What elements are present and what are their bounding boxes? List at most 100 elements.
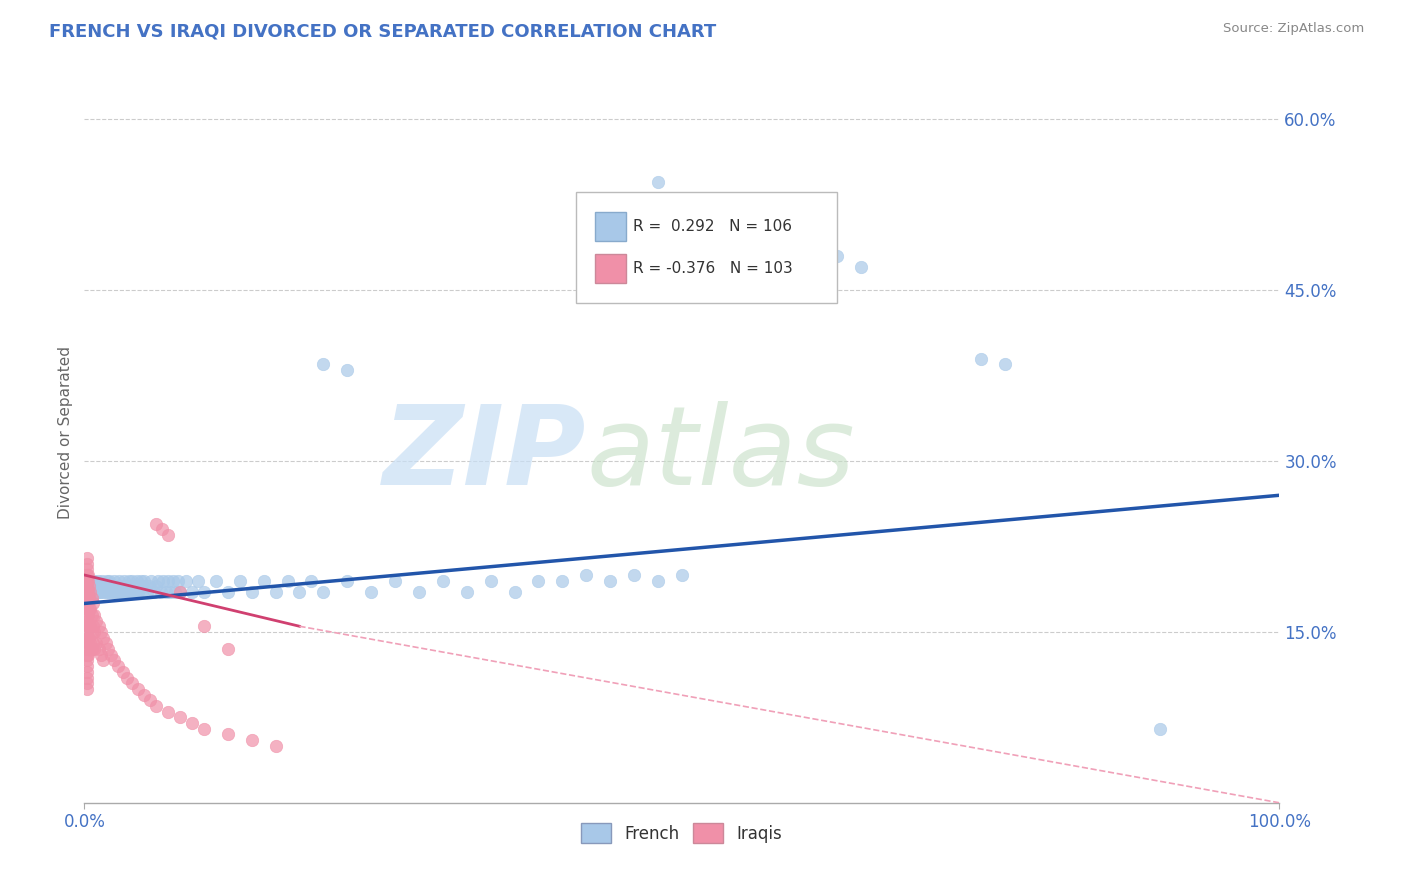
Point [80, 642, 103, 657]
Point [141, 574, 163, 588]
Point [77, 619, 100, 633]
Point [145, 698, 167, 713]
Point [77, 642, 100, 657]
Point [145, 516, 167, 531]
Point [111, 665, 134, 679]
Point [132, 579, 155, 593]
Point [104, 585, 127, 599]
Point [84, 585, 107, 599]
Point [165, 585, 187, 599]
Point [87, 642, 110, 657]
Point [76, 557, 98, 571]
Point [527, 574, 550, 588]
Point [90, 648, 112, 662]
Point [169, 585, 191, 599]
Point [217, 585, 239, 599]
Point [76, 653, 98, 667]
Point [100, 648, 122, 662]
Point [94, 585, 117, 599]
Point [162, 574, 184, 588]
Point [169, 710, 191, 724]
Point [77, 607, 100, 622]
Point [671, 568, 693, 582]
Point [76, 550, 98, 565]
Point [82, 619, 104, 633]
Point [150, 523, 173, 537]
Point [76, 676, 98, 690]
Point [181, 585, 204, 599]
Point [87, 619, 110, 633]
Point [82, 636, 104, 650]
Point [97, 642, 120, 657]
Point [122, 585, 145, 599]
Point [103, 574, 125, 588]
Point [77, 585, 100, 599]
Point [229, 574, 252, 588]
Point [187, 574, 209, 588]
Point [76, 648, 98, 662]
Y-axis label: Divorced or Separated: Divorced or Separated [58, 346, 73, 519]
Point [139, 693, 162, 707]
Point [152, 574, 174, 588]
Point [157, 528, 180, 542]
Point [647, 574, 669, 588]
Legend: French, Iraqis: French, Iraqis [575, 816, 789, 850]
Point [82, 597, 104, 611]
Point [1149, 722, 1171, 736]
Point [128, 579, 150, 593]
Point [77, 619, 100, 633]
Point [76, 574, 98, 588]
Point [98, 574, 121, 588]
Point [93, 653, 115, 667]
Point [169, 585, 191, 599]
Point [111, 585, 134, 599]
Point [623, 568, 645, 582]
Point [336, 574, 359, 588]
Point [76, 591, 98, 605]
Point [264, 739, 287, 753]
Point [132, 574, 156, 588]
Point [83, 642, 105, 657]
Point [87, 585, 110, 599]
Point [77, 574, 100, 588]
Point [96, 574, 118, 588]
Point [120, 579, 142, 593]
Point [83, 585, 105, 599]
Point [86, 614, 108, 628]
Point [76, 597, 98, 611]
Point [82, 585, 104, 599]
Point [86, 585, 108, 599]
Point [851, 260, 873, 275]
Point [107, 585, 129, 599]
Point [599, 574, 621, 588]
Point [142, 585, 165, 599]
Point [205, 574, 228, 588]
Text: R = -0.376   N = 103: R = -0.376 N = 103 [633, 261, 793, 276]
Point [166, 574, 188, 588]
Point [994, 357, 1017, 371]
Point [117, 585, 139, 599]
Point [360, 585, 382, 599]
Point [77, 568, 100, 582]
Text: ZIP: ZIP [382, 401, 586, 508]
Point [125, 574, 148, 588]
Point [107, 659, 129, 673]
Point [121, 676, 143, 690]
Point [312, 585, 335, 599]
Point [77, 579, 100, 593]
Point [114, 585, 136, 599]
Point [90, 624, 112, 639]
Point [76, 614, 98, 628]
Point [76, 631, 98, 645]
Point [103, 653, 125, 667]
Point [83, 574, 105, 588]
Point [503, 585, 526, 599]
Point [80, 624, 103, 639]
Point [101, 585, 124, 599]
Point [121, 574, 143, 588]
Point [551, 574, 574, 588]
Point [149, 585, 172, 599]
Point [112, 574, 135, 588]
Point [90, 585, 112, 599]
Point [77, 591, 100, 605]
